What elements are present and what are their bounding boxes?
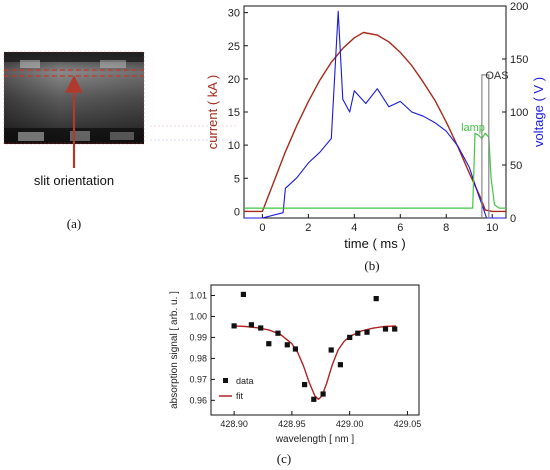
chart-b: 0 2 4 6 8 10 0 5 10 15 20 25 30 0 50 100 150 200 OAS la… [205,1,546,273]
chart-b-ytick-left-label: 30 [228,8,240,20]
chart-b-xtick-label: 4 [351,222,357,234]
chart-b-panel-label: (b) [364,258,379,273]
data-point [328,347,334,353]
chart-c-xtick-label: 428.90 [220,419,248,429]
current-line [244,31,506,213]
data-point [284,342,290,348]
slit-orientation-label: slit orientation [34,173,114,188]
lamp-line [244,132,506,209]
data-point [266,341,272,347]
oas-label: OAS [485,70,508,82]
chart-b-xtick-label: 6 [397,222,403,234]
data-point [355,330,361,336]
data-point [373,296,379,302]
chart-b-ytick-left-label: 0 [234,206,240,218]
chart-b-xtick-label: 2 [305,222,311,234]
chart-b-ytick-right-label: 200 [510,1,528,13]
chart-b-ytick-left-label: 15 [228,107,240,119]
panel-a-label: (a) [67,216,81,231]
data-point [392,326,398,332]
chart-b-ylabel-left: current ( kA ) [205,75,220,149]
data-point [240,291,246,297]
chart-b-ytick-right-label: 150 [510,54,528,66]
chart-b-ytick-left-label: 10 [228,140,240,152]
panel-a-photo [3,51,238,168]
chart-c-xtick-label: 429.00 [336,419,364,429]
chart-c-frame [210,284,420,416]
data-point [248,322,254,328]
data-point [320,391,326,397]
chart-c-ytick-label: 1.00 [189,311,207,321]
data-point [347,334,353,340]
chart-c-xtick-label: 428.95 [278,419,306,429]
data-point [258,325,264,331]
data-point [231,323,237,329]
chart-b-xtick-label: 0 [259,222,265,234]
chart-b-ytick-left-label: 20 [228,74,240,86]
chart-b-ytick-left-label: 5 [234,173,240,185]
chart-b-xtick-label: 8 [443,222,449,234]
chart-b-xlabel: time ( ms ) [344,236,405,251]
voltage-line [244,10,506,219]
chart-c-ytick-label: 0.99 [189,332,207,342]
data-point [292,346,298,352]
chart-c-ytick-label: 0.98 [189,353,207,363]
chart-c-panel-label: (c) [277,451,291,466]
chart-c-ytick-label: 1.01 [189,290,207,300]
chart-b-xtick-label: 10 [486,222,498,234]
oas-line [481,74,490,218]
data-point [337,362,343,368]
legend-data-label: data [236,376,254,386]
chart-c-legend: data fit [219,376,254,401]
data-point [275,330,281,336]
chart-c: 428.90 428.95 429.00 429.05 0.96 0.97 0.98 0.9… [169,284,422,466]
data-point [302,382,308,388]
chart-b-ytick-right-label: 50 [510,160,522,172]
chart-b-ytick-left-label: 25 [228,41,240,53]
legend-data-marker [223,378,228,383]
lamp-label: lamp [461,122,485,134]
chart-c-ytick-label: 0.96 [189,395,207,405]
chart-c-ylabel: absorption signal [ arb. u. ] [169,291,180,409]
legend-fit-label: fit [236,391,244,401]
chart-b-frame [243,5,507,219]
chart-b-ytick-right-label: 0 [510,213,516,225]
chart-b-ylabel-right: voltage ( V ) [531,77,546,147]
chart-c-xlabel: wavelength [ nm ] [275,434,355,445]
data-point [382,326,389,332]
chart-c-ytick-label: 0.97 [189,374,207,384]
chart-b-ytick-right-label: 100 [510,107,528,119]
chart-c-xtick-label: 429.05 [394,419,422,429]
data-point [311,396,317,402]
data-point [364,329,370,335]
